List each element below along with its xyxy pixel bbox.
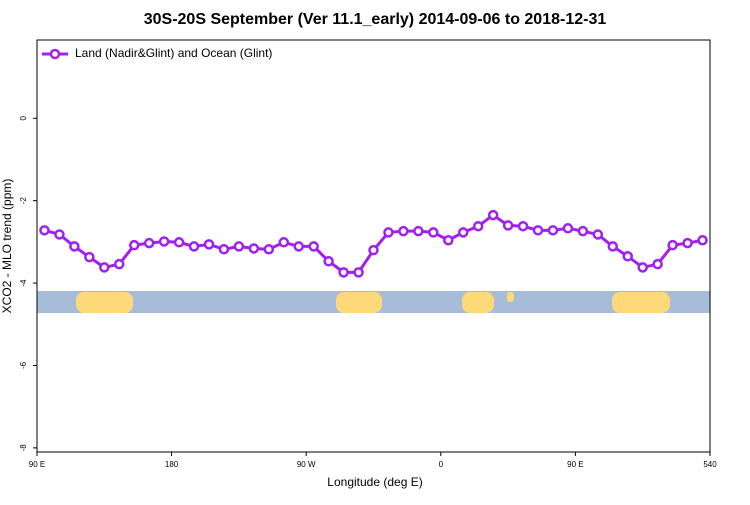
point-marker <box>143 237 155 249</box>
point-marker <box>338 267 349 278</box>
x-tick-label: 0 <box>439 460 444 469</box>
point-marker <box>622 251 633 262</box>
point-marker <box>248 243 260 254</box>
y-tick-label: -8 <box>19 444 28 452</box>
plot-frame <box>36 39 711 453</box>
point-marker <box>667 239 678 251</box>
point-marker <box>383 227 394 238</box>
y-tick-label: -6 <box>19 361 28 369</box>
land-patch <box>462 292 494 313</box>
point-marker <box>562 223 574 234</box>
point-marker <box>697 234 708 246</box>
point-marker <box>323 255 334 267</box>
legend-label: Land (Nadir&Glint) and Ocean (Glint) <box>75 46 272 60</box>
point-marker <box>69 241 80 252</box>
y-tick-label: -2 <box>19 197 28 205</box>
y-tick-label: -4 <box>19 279 28 287</box>
x-tick-label: 540 <box>703 460 717 469</box>
point-marker <box>532 225 544 236</box>
point-marker <box>308 241 319 252</box>
point-marker <box>398 225 409 237</box>
point-marker <box>577 225 589 237</box>
point-marker <box>652 258 663 270</box>
point-marker <box>517 220 529 232</box>
land-patch <box>76 292 133 313</box>
point-marker <box>39 225 50 236</box>
y-axis-label: XCO2 - MLO trend (ppm) <box>0 179 14 314</box>
point-marker <box>84 251 95 263</box>
point-marker <box>158 236 170 247</box>
x-axis-label: Longitude (deg E) <box>327 475 422 489</box>
point-marker <box>353 267 364 278</box>
point-marker <box>188 241 200 252</box>
x-tick-label: 90 E <box>567 460 583 469</box>
point-marker <box>203 239 215 250</box>
point-marker <box>637 262 648 273</box>
land-map-strip <box>37 291 710 313</box>
point-marker <box>428 227 439 238</box>
point-marker <box>278 237 290 248</box>
point-marker <box>54 229 65 240</box>
chart-title: 30S-20S September (Ver 11.1_early) 2014-… <box>144 11 607 28</box>
point-marker <box>443 234 454 246</box>
land-patch <box>612 292 670 313</box>
point-marker <box>263 244 275 255</box>
point-marker <box>487 209 499 221</box>
point-marker <box>502 220 514 231</box>
legend-marker <box>49 48 61 60</box>
land-patch <box>507 292 514 302</box>
point-marker <box>607 241 619 252</box>
point-marker <box>457 227 469 238</box>
x-tick-label: 90 E <box>29 460 45 469</box>
point-marker <box>472 220 484 232</box>
point-marker <box>218 244 230 255</box>
point-marker <box>99 262 110 273</box>
point-marker <box>368 244 379 256</box>
point-marker <box>413 225 424 237</box>
x-tick-label: 90 W <box>297 460 316 469</box>
point-marker <box>128 239 140 251</box>
point-marker <box>173 237 185 248</box>
land-patch <box>336 292 382 313</box>
point-marker <box>114 258 125 270</box>
point-marker <box>293 241 304 252</box>
point-marker <box>682 237 693 249</box>
point-marker <box>592 229 604 240</box>
point-marker <box>233 241 245 252</box>
y-tick-label: 0 <box>19 116 28 121</box>
point-marker <box>547 225 559 236</box>
x-tick-label: 180 <box>165 460 179 469</box>
